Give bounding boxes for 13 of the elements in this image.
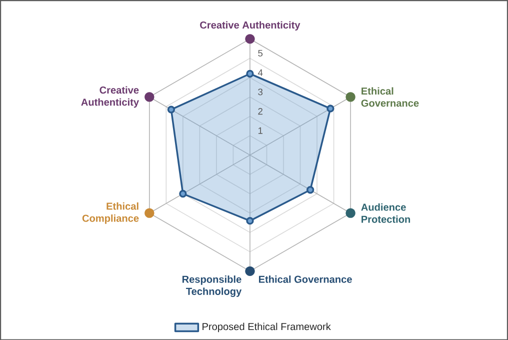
spoke-label: Creative Authenticity — [81, 86, 139, 108]
text: Ethical Governance — [258, 275, 352, 283]
y-tick-label: 2 — [258, 108, 262, 114]
y-tick-label: 1 — [258, 127, 262, 134]
spoke-label: Creative Authenticity — [200, 21, 300, 30]
spoke-label: Responsible Technology — [182, 275, 242, 297]
y-tick-label: 3 — [258, 88, 263, 96]
spoke-label: Audience Protection — [361, 203, 410, 223]
legend-label: Proposed Ethical Framework — [202, 322, 331, 332]
spoke-label: Ethical Compliance — [82, 202, 139, 224]
y-tick-label: 5 — [258, 50, 263, 56]
y-tick-label: 4 — [258, 69, 263, 76]
spoke-label: Ethical Governance — [361, 87, 419, 107]
